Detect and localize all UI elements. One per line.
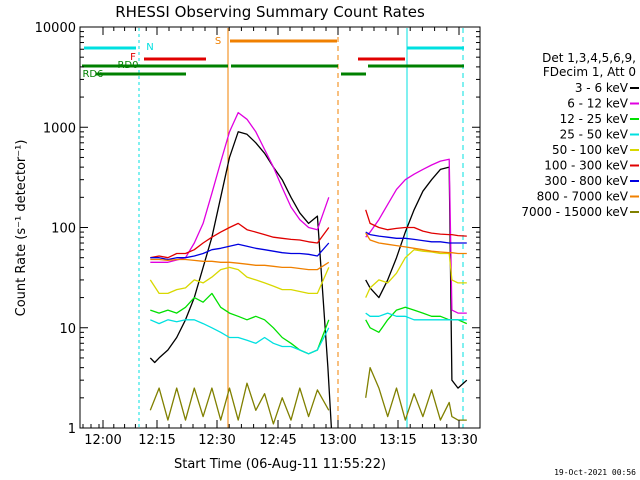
x-tick-label: 13:30: [440, 433, 477, 448]
series-line-4: [149, 249, 467, 298]
x-axis-label: Start Time (06-Aug-11 11:55:22): [174, 457, 386, 472]
flag-label: RD6: [82, 69, 103, 80]
y-axis-label: Count Rate (s⁻¹ detector⁻¹): [14, 140, 29, 317]
series-line-1: [150, 111, 467, 314]
x-tick-label: 12:30: [198, 433, 235, 448]
flag-label: S: [215, 36, 221, 47]
legend-entry-label: 12 - 25 keV: [560, 112, 629, 126]
flag-label: F: [130, 52, 136, 63]
axes: 12:00 12:15 12:30 12:45 13:00 13:15 13:30 1 10 10…: [35, 21, 481, 448]
series-line-5: [150, 209, 467, 259]
legend-entry-label: 3 - 6 keV: [575, 81, 629, 95]
legend-entry-label: 25 - 50 keV: [560, 128, 629, 142]
legend-entry-label: 300 - 800 keV: [544, 174, 628, 188]
x-tick-label: 12:45: [259, 433, 296, 448]
x-tick-label: 13:15: [379, 433, 416, 448]
x-tick-label: 12:15: [138, 433, 175, 448]
series-line-3: [150, 312, 467, 355]
legend-entry-label: 7000 - 15000 keV: [521, 205, 628, 219]
series-line-7: [150, 232, 467, 271]
legend-header: Det 1,3,4,5,6,9,: [542, 51, 636, 65]
legend-entry-label: 800 - 7000 keV: [537, 190, 629, 204]
chart-title: RHESSI Observing Summary Count Rates: [115, 3, 425, 21]
legend-entry-label: 50 - 100 keV: [552, 143, 629, 157]
series-line-0: [149, 131, 468, 429]
y-tick-label: 1000: [43, 121, 76, 136]
series-line-8: [149, 366, 467, 425]
y-tick-label: 100: [51, 222, 76, 237]
y-tick-label: 10: [59, 322, 76, 337]
legend: Det 1,3,4,5,6,9,FDecim 1, Att 0 3 - 6 keV…: [521, 51, 639, 219]
legend-entry-label: 6 - 12 keV: [567, 97, 629, 111]
y-tick-label: 1: [68, 422, 76, 437]
legend-entry-label: 100 - 300 keV: [544, 159, 628, 173]
flag-label: RD0: [117, 60, 138, 71]
x-tick-label: 12:00: [84, 433, 121, 448]
x-tick-label: 13:00: [319, 433, 356, 448]
plot-area: NF S RD0 RD6: [79, 28, 468, 429]
y-tick-label: 10000: [35, 21, 76, 36]
flag-label: N: [146, 42, 153, 53]
series-line-6: [150, 231, 467, 261]
timestamp: 19-Oct-2021 00:56: [554, 468, 636, 477]
legend-header: FDecim 1, Att 0: [543, 65, 636, 79]
